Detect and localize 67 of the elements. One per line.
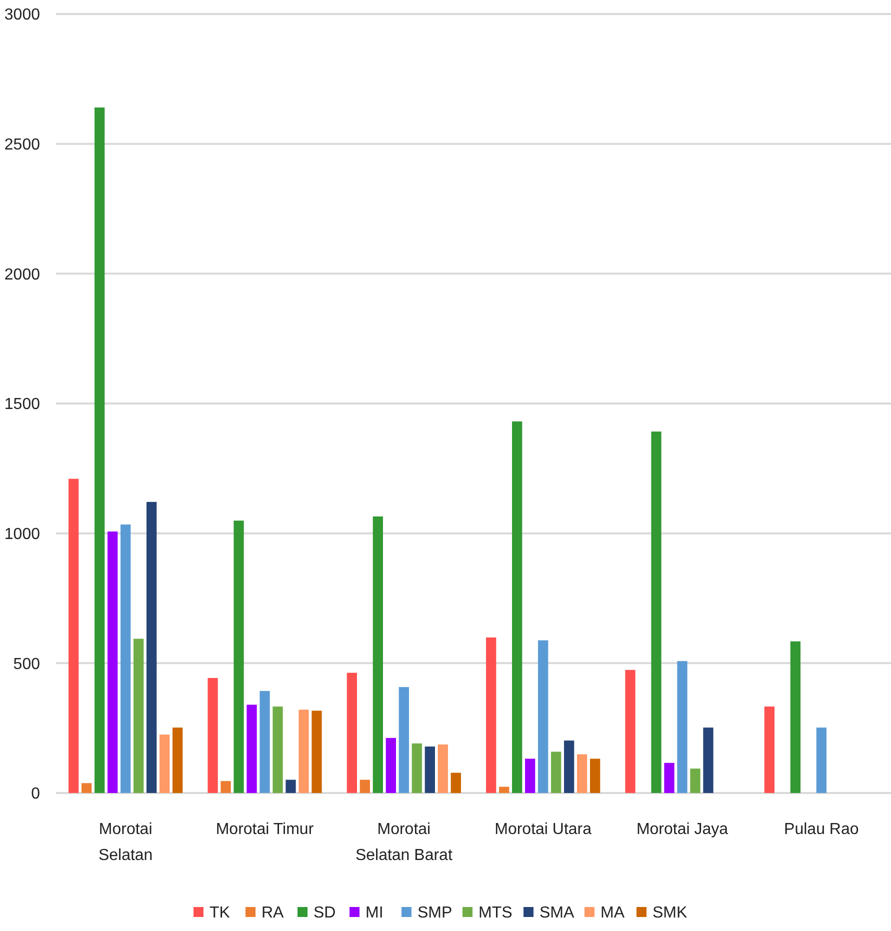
y-tick-label: 1500 <box>4 396 40 414</box>
bar <box>120 524 131 793</box>
bar <box>486 637 496 793</box>
y-tick-label: 2500 <box>4 136 40 154</box>
bar <box>68 478 79 793</box>
legend-label: SMA <box>540 904 574 922</box>
bar <box>260 690 270 793</box>
bar <box>625 670 636 793</box>
bar <box>816 728 826 793</box>
x-tick-label: Morotai Timur <box>216 821 314 838</box>
bar <box>172 728 183 793</box>
bar <box>82 783 92 793</box>
bar <box>438 744 448 793</box>
bar <box>424 746 435 793</box>
bar <box>298 710 309 793</box>
bar <box>160 734 170 793</box>
x-tick-label: Morotai Jaya <box>636 821 728 838</box>
bar <box>272 706 283 793</box>
bar <box>499 786 510 793</box>
bar <box>134 638 144 793</box>
bar <box>386 738 396 793</box>
bar <box>764 706 774 793</box>
bar <box>664 762 674 793</box>
y-tick-label: 1000 <box>4 526 40 543</box>
y-tick-label: 3000 <box>4 6 40 24</box>
bar <box>398 687 409 793</box>
legend-label: MA <box>600 904 625 922</box>
x-tick-label: Morotai Selatan <box>98 821 153 864</box>
bar <box>94 107 105 793</box>
bar <box>677 661 688 793</box>
x-tick-label: Morotai Utara <box>494 821 592 838</box>
bar <box>234 520 244 793</box>
legend-label: RA <box>262 904 284 922</box>
bar <box>412 743 422 793</box>
bar <box>690 768 700 793</box>
bar <box>246 704 257 793</box>
bar <box>703 728 714 793</box>
bar <box>577 754 588 793</box>
bar <box>450 772 461 793</box>
legend-label: MI <box>366 904 384 922</box>
bar <box>108 532 118 793</box>
bar <box>208 678 218 793</box>
bar <box>512 421 522 793</box>
bar <box>525 758 536 793</box>
bar <box>346 672 357 793</box>
bar <box>372 516 383 793</box>
bar <box>220 781 231 793</box>
bar <box>651 432 662 793</box>
y-tick-label: 0 <box>31 786 40 803</box>
bar <box>538 640 548 793</box>
legend-label: SD <box>314 904 336 922</box>
bar <box>286 780 296 793</box>
bar <box>590 758 600 793</box>
legend-label: SMP <box>418 904 452 922</box>
legend-label: MTS <box>478 904 512 922</box>
bar <box>312 710 322 793</box>
bar <box>360 780 370 793</box>
legend-label: SMK <box>652 904 688 922</box>
bar <box>790 641 800 793</box>
x-tick-label: Pulau Rao <box>784 821 859 838</box>
bar <box>146 502 157 793</box>
bar <box>551 752 562 793</box>
y-tick-label: 2000 <box>4 266 40 284</box>
x-tick-label: Morotai Selatan Barat <box>355 821 453 864</box>
y-tick-label: 500 <box>13 656 40 673</box>
legend-label: TK <box>210 904 230 922</box>
bar <box>564 740 574 793</box>
